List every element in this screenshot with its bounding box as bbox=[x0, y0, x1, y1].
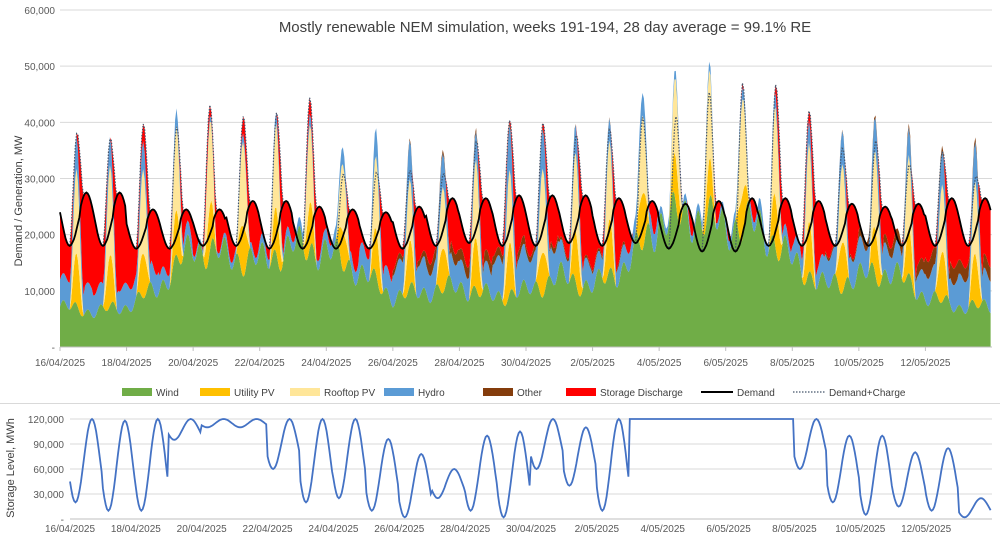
x-tick-label: 10/05/2025 bbox=[835, 524, 885, 535]
legend-label: Other bbox=[517, 388, 543, 399]
y-tick-label: 120,000 bbox=[28, 415, 65, 426]
y-tick-label: 50,000 bbox=[24, 62, 55, 73]
x-tick-label: 8/05/2025 bbox=[770, 358, 815, 369]
legend-label: Demand bbox=[737, 388, 775, 399]
x-tick-label: 24/04/2025 bbox=[308, 524, 358, 535]
area-rooftop-pv bbox=[60, 70, 991, 318]
area-utility-pv bbox=[60, 152, 991, 318]
legend-swatch bbox=[290, 388, 320, 396]
x-tick-label: 4/05/2025 bbox=[637, 358, 682, 369]
x-tick-label: 10/05/2025 bbox=[834, 358, 884, 369]
x-tick-label: 28/04/2025 bbox=[440, 524, 490, 535]
x-tick-label: 2/05/2025 bbox=[570, 358, 615, 369]
legend-label: Utility PV bbox=[234, 388, 275, 399]
area-hydro bbox=[60, 61, 991, 319]
x-tick-label: 16/04/2025 bbox=[35, 358, 85, 369]
x-tick-label: 18/04/2025 bbox=[111, 524, 161, 535]
x-tick-label: 24/04/2025 bbox=[301, 358, 351, 369]
x-tick-label: 18/04/2025 bbox=[102, 358, 152, 369]
legend-label: Storage Discharge bbox=[600, 388, 683, 399]
y-tick-label: 30,000 bbox=[33, 490, 64, 501]
y-tick-label: 40,000 bbox=[24, 118, 55, 129]
x-tick-label: 16/04/2025 bbox=[45, 524, 95, 535]
chart-divider bbox=[0, 403, 1000, 404]
legend-label: Rooftop PV bbox=[324, 388, 375, 399]
storage-line-series bbox=[69, 417, 992, 520]
x-tick-label: 6/05/2025 bbox=[703, 358, 748, 369]
y-tick-label: 20,000 bbox=[24, 231, 55, 242]
storage-y-tick-labels: - 30,000 60,000 90,000 120,000 bbox=[28, 415, 65, 526]
x-tick-label: 22/04/2025 bbox=[243, 524, 293, 535]
y-tick-label: 90,000 bbox=[33, 440, 64, 451]
x-tick-label: 26/04/2025 bbox=[374, 524, 424, 535]
x-tick-label: 6/05/2025 bbox=[706, 524, 751, 535]
legend-swatch bbox=[200, 388, 230, 396]
area-storage-discharge bbox=[60, 61, 991, 296]
x-tick-label: 12/05/2025 bbox=[901, 524, 951, 535]
y-tick-label: - bbox=[61, 515, 64, 526]
legend-swatch bbox=[483, 388, 513, 396]
x-tick-label: 26/04/2025 bbox=[368, 358, 418, 369]
y-tick-label: - bbox=[52, 343, 55, 354]
main-x-tick-labels: 16/04/2025 18/04/2025 20/04/2025 22/04/2025… bbox=[35, 347, 951, 369]
storage-chart: - 30,000 60,000 90,000 120,000 16/04/2025 18/… bbox=[5, 415, 992, 535]
chart-title: Mostly renewable NEM simulation, weeks 1… bbox=[279, 19, 811, 36]
storage-x-tick-labels: 16/04/2025 18/04/2025 20/04/2025 22/04/2025… bbox=[45, 524, 952, 535]
x-tick-label: 30/04/2025 bbox=[506, 524, 556, 535]
x-tick-label: 22/04/2025 bbox=[235, 358, 285, 369]
main-y-tick-labels: - 10,000 20,000 30,000 40,000 50,000 60,000 bbox=[24, 6, 55, 354]
x-tick-label: 20/04/2025 bbox=[168, 358, 218, 369]
main-area-series bbox=[60, 61, 991, 347]
x-tick-label: 12/05/2025 bbox=[900, 358, 950, 369]
legend: Wind Utility PV Rooftop PV Hydro Other Storag… bbox=[122, 388, 906, 399]
x-tick-label: 4/05/2025 bbox=[640, 524, 685, 535]
y-tick-label: 60,000 bbox=[33, 465, 64, 476]
y-tick-label: 10,000 bbox=[24, 287, 55, 298]
legend-swatch bbox=[122, 388, 152, 396]
legend-label: Hydro bbox=[418, 388, 445, 399]
y-tick-label: 30,000 bbox=[24, 175, 55, 186]
storage-y-axis-title: Storage Level, MWh bbox=[5, 418, 17, 518]
line-demand bbox=[59, 191, 992, 253]
legend-label: Wind bbox=[156, 388, 179, 399]
y-tick-label: 60,000 bbox=[24, 6, 55, 17]
main-y-axis-title: Demand / Generation, MW bbox=[13, 135, 25, 266]
generation-chart: - 10,000 20,000 30,000 40,000 50,000 60,000 16… bbox=[13, 6, 992, 399]
legend-label: Demand+Charge bbox=[829, 388, 906, 399]
line-storage-level bbox=[69, 417, 992, 519]
x-tick-label: 30/04/2025 bbox=[501, 358, 551, 369]
x-tick-label: 2/05/2025 bbox=[575, 524, 620, 535]
legend-swatch bbox=[384, 388, 414, 396]
x-tick-label: 28/04/2025 bbox=[434, 358, 484, 369]
x-tick-label: 20/04/2025 bbox=[177, 524, 227, 535]
legend-swatch bbox=[566, 388, 596, 396]
area-wind bbox=[60, 191, 991, 347]
x-tick-label: 8/05/2025 bbox=[772, 524, 817, 535]
